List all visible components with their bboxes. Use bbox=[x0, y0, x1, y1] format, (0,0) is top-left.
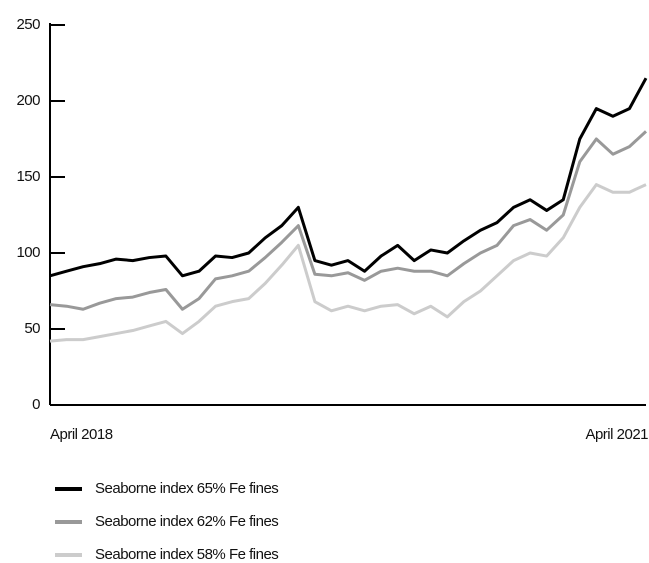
legend-label: Seaborne index 65% Fe fines bbox=[95, 480, 278, 497]
series-line bbox=[49, 130, 648, 311]
series-line bbox=[49, 77, 648, 278]
x-tick-label: April 2018 bbox=[50, 426, 113, 443]
series-line bbox=[49, 183, 647, 343]
y-tick-label: 150 bbox=[16, 168, 40, 185]
y-tick-label: 200 bbox=[16, 92, 40, 109]
y-tick-label: 250 bbox=[16, 16, 40, 33]
legend-label: Seaborne index 58% Fe fines bbox=[95, 546, 278, 563]
y-tick-label: 0 bbox=[32, 396, 40, 413]
x-tick-label: April 2021 bbox=[585, 426, 648, 443]
legend-label: Seaborne index 62% Fe fines bbox=[95, 513, 278, 530]
y-tick-label: 100 bbox=[16, 244, 40, 261]
y-tick-label: 50 bbox=[24, 320, 40, 337]
